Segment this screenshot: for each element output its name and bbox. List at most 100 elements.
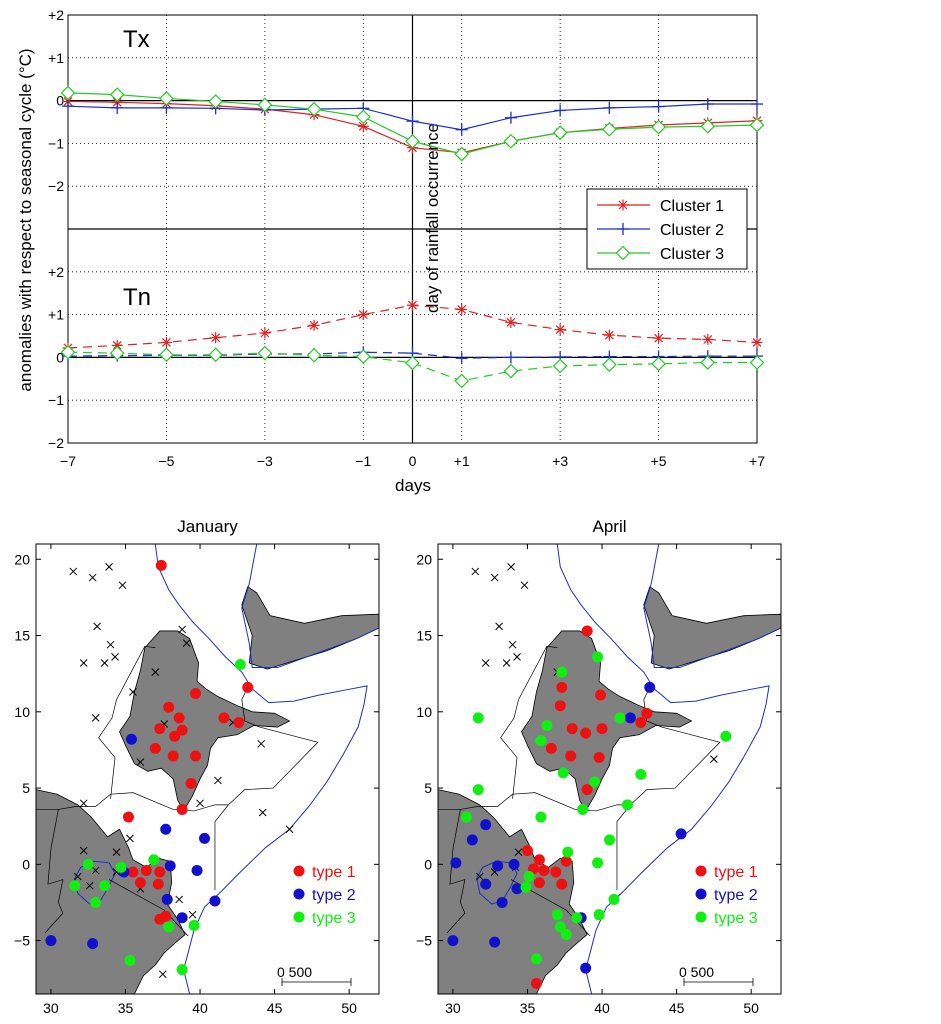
station-type-1 [560,855,572,867]
station-type-3 [551,909,563,921]
border [108,879,189,937]
border [500,645,558,799]
marker-star [457,305,467,314]
station-type-1 [556,681,568,693]
map-body [438,544,781,994]
legend-label: Cluster 1 [660,198,724,215]
station-type-1 [149,742,161,754]
lake-victoria [476,860,518,905]
station-type-2 [191,864,203,876]
station-type-1 [140,864,152,876]
marker-diamond [651,356,666,372]
station-cross [105,563,113,571]
station-type-2 [125,733,137,745]
station-type-1 [533,877,545,889]
marker-diamond [700,355,716,370]
station-type-3 [614,712,626,724]
station-type-2 [492,860,504,872]
station-cross [710,755,718,763]
station-cross [471,567,480,576]
y-tick-label: +1 [48,50,64,66]
station-type-3 [472,784,484,796]
y-tick-label: 5 [22,780,30,796]
station-type-2 [176,912,188,924]
marker-diamond [749,355,765,370]
station-type-1 [556,878,568,890]
border [44,809,64,934]
series-cluster-3 [60,85,765,162]
station-type-1 [233,716,245,728]
legend-label: type 1 [312,864,356,881]
station-type-1 [173,712,185,724]
legend-dot [695,911,707,923]
border [98,645,156,799]
marker-diamond [60,344,76,360]
station-type-3 [577,803,589,815]
station-cross [151,668,160,676]
station-cross [106,640,115,649]
marker-diamond [355,109,371,125]
station-type-1 [169,730,181,742]
x-tick-label: 30 [445,1000,461,1016]
station-cross [475,872,484,881]
coastline-arabia [643,544,781,669]
station-cross [158,970,167,979]
marker-diamond [615,245,631,261]
station-cross [507,563,515,571]
station-type-3 [556,666,568,678]
station-type-1 [185,777,197,789]
station-type-1 [190,687,202,699]
station-cross [175,895,184,904]
rainfall-annotation: day of rainfall occurrence [423,123,442,313]
station-type-2 [450,857,462,869]
highland-arabia [241,586,379,670]
x-tick-label: 45 [669,1000,685,1016]
station-type-2 [87,938,99,950]
y-tick-label: 0 [56,93,64,109]
border [438,792,631,812]
marker-diamond [159,347,174,363]
x-tick-label: 30 [43,1000,59,1016]
marker-diamond [503,133,519,149]
station-type-1 [596,723,608,735]
map-legend: type 1 type 2 type 3 [695,864,758,927]
station-type-1 [167,750,179,762]
y-tick-label: 20 [416,551,432,567]
marker-diamond [503,363,519,379]
map-title: April [592,517,626,536]
station-type-1 [154,866,166,878]
station-type-1 [581,784,593,796]
station-type-3 [635,768,647,780]
marker-diamond [552,125,568,141]
station-type-2 [480,878,492,890]
marker-diamond [355,349,371,364]
border [36,792,229,812]
highland-east-africa [36,789,186,994]
station-type-1 [580,727,592,739]
marker-star [211,333,221,343]
station-type-1 [530,977,542,989]
station-cross [73,872,82,881]
station-type-1 [242,681,254,693]
y-tick-label: 20 [14,551,30,567]
station-type-1 [635,716,647,728]
map-title: January [177,517,238,536]
marker-star [162,337,171,347]
station-type-1 [595,689,607,701]
marker-diamond [454,373,470,389]
station-type-2 [199,832,211,844]
x-tick-label: 50 [743,1000,759,1016]
station-cross [178,625,187,634]
highland-arabia [643,586,781,670]
marker-diamond [60,85,76,101]
station-type-1 [565,750,577,762]
station-cross [91,866,100,875]
station-type-2 [209,895,221,907]
station-cross [214,776,222,785]
station-type-3 [571,912,583,924]
station-cross [100,659,109,667]
station-cross [490,573,499,582]
legend-label: type 1 [714,864,758,881]
station-type-2 [160,823,172,835]
